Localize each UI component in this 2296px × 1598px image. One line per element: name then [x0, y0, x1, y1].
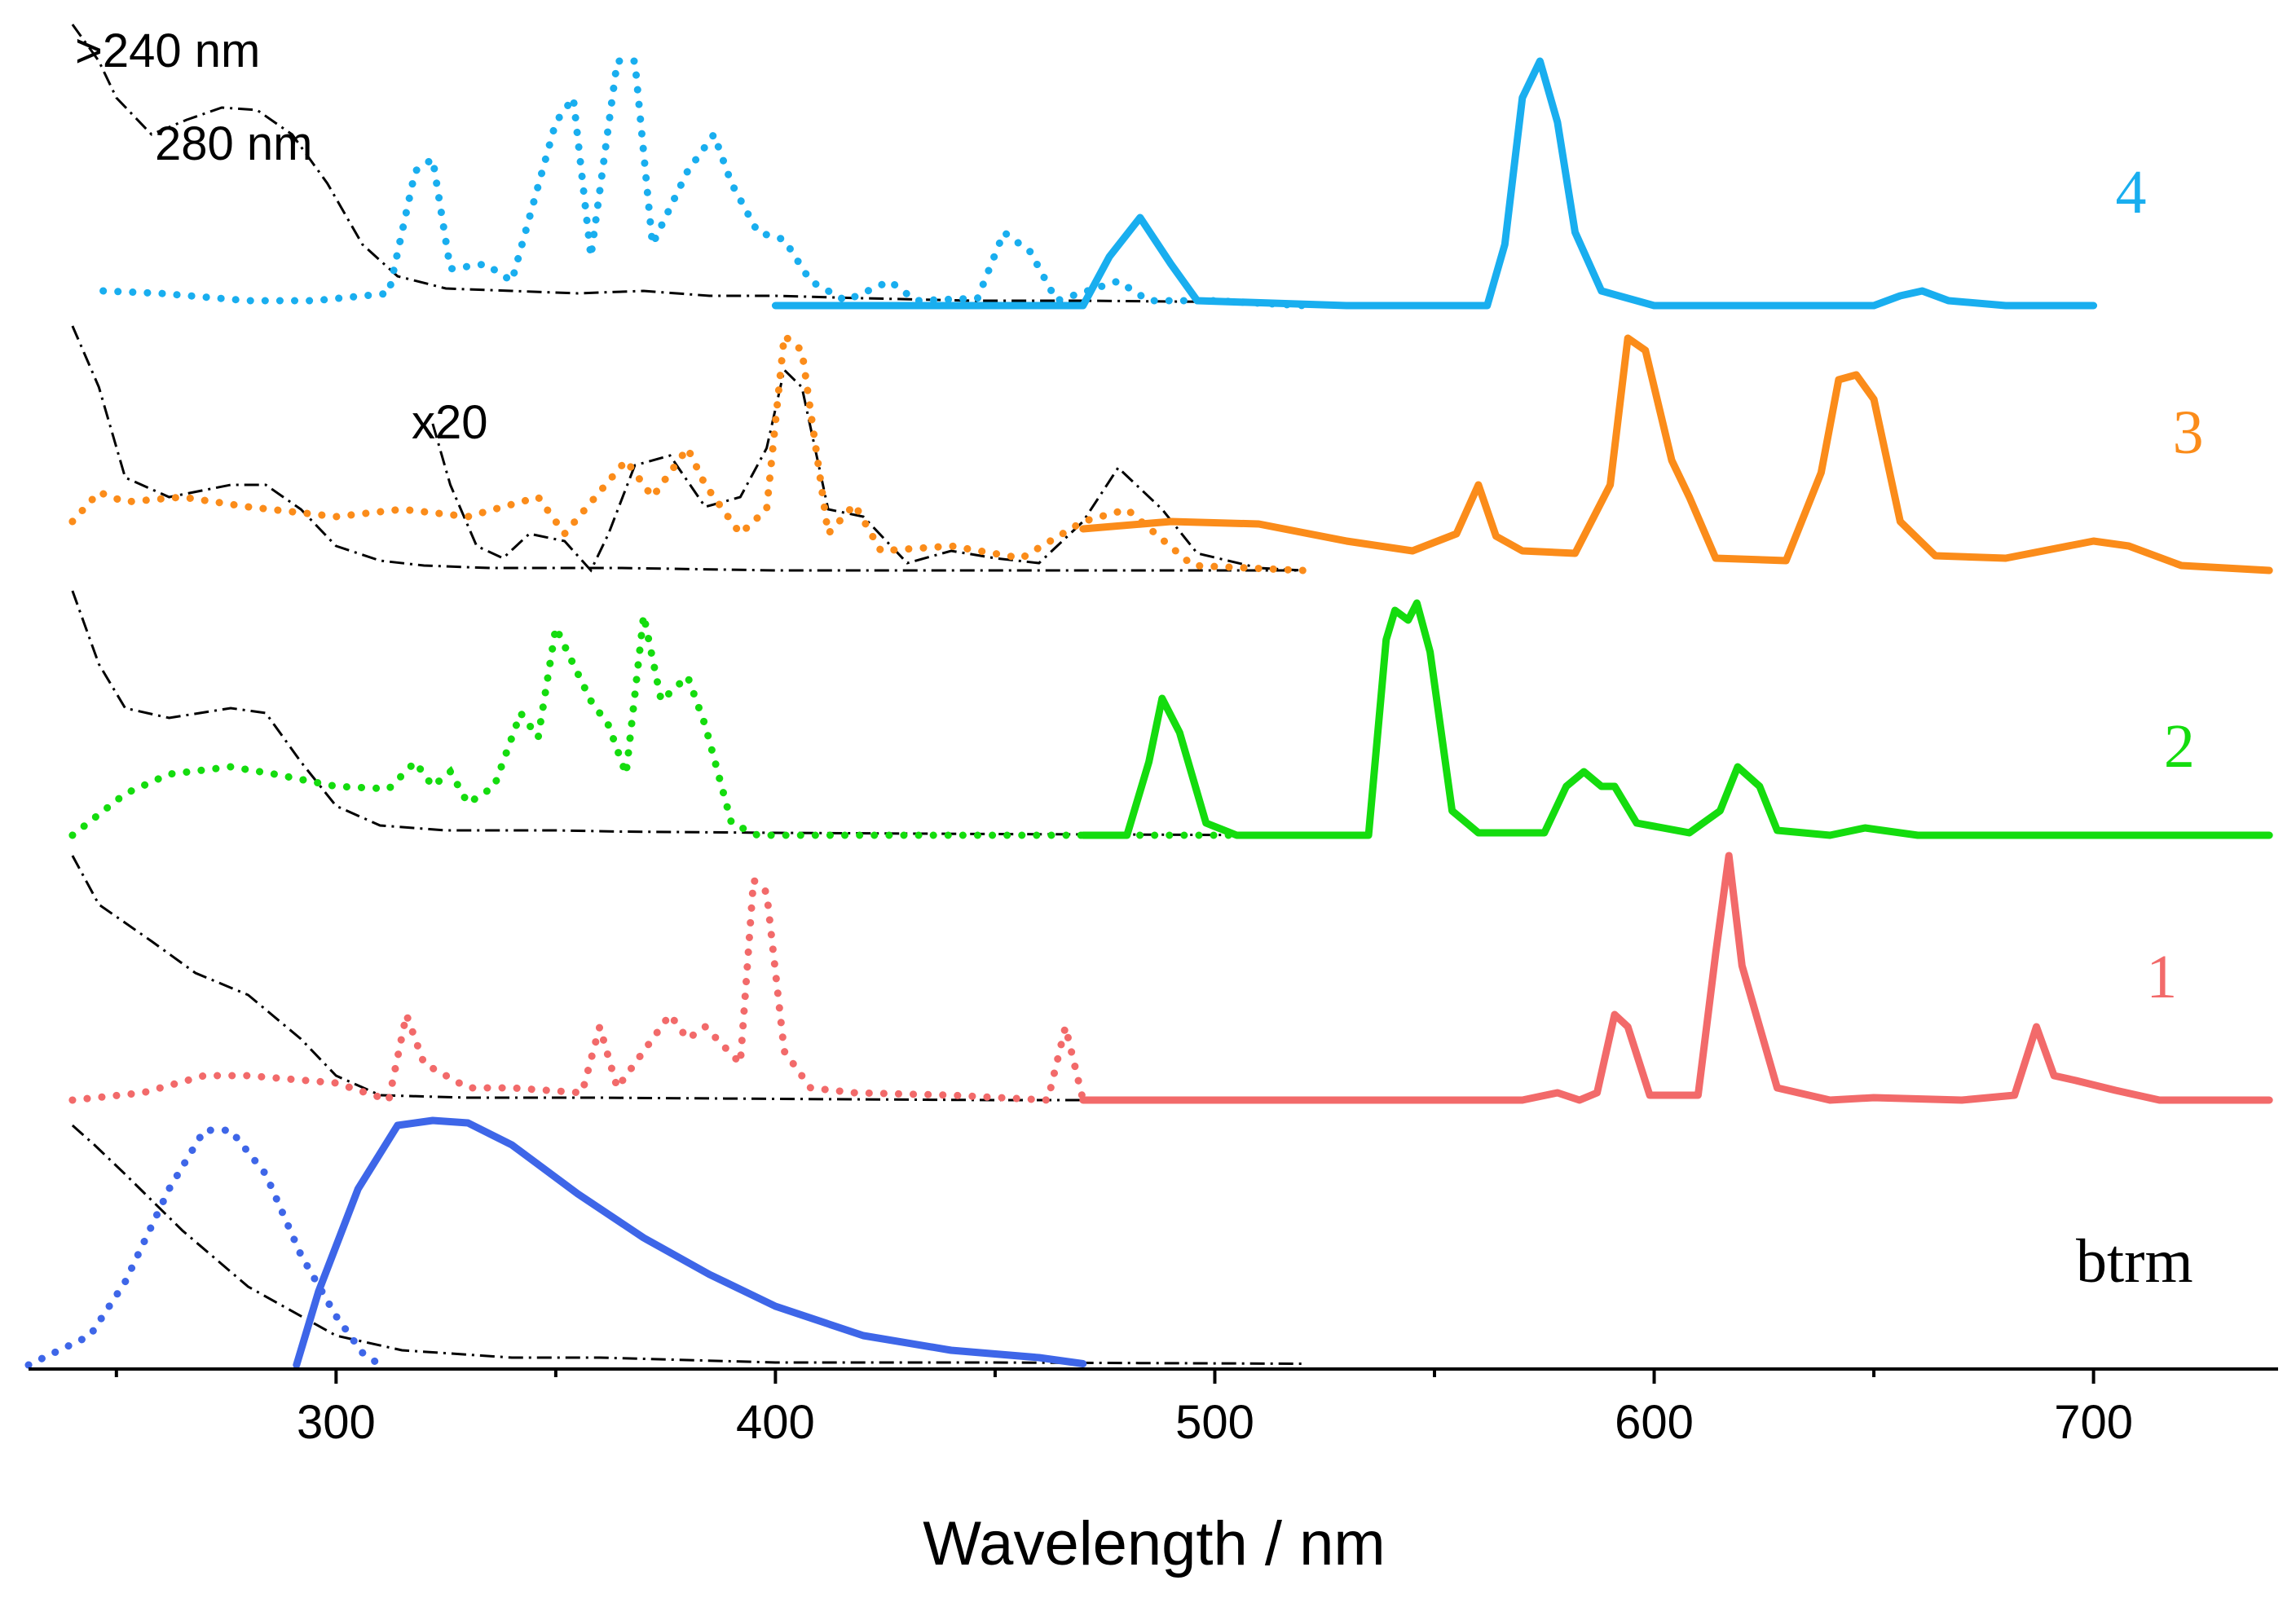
absorption-line-2	[71, 590, 1303, 837]
annotation-240nm: >240 nm	[75, 24, 260, 77]
emission-line-2	[1079, 599, 2273, 839]
x-tick-label: 500	[1175, 1396, 1254, 1449]
excitation-line-2	[68, 614, 1307, 839]
emission-line-3	[1079, 334, 2273, 574]
x-tick-label: 700	[2054, 1396, 2133, 1449]
absorption-line-1	[71, 855, 1303, 1102]
plot-area: 4 3 2 1 btrm	[24, 24, 2273, 1369]
series-1: 1	[68, 852, 2273, 1105]
series-4: 4	[71, 24, 2147, 310]
series-label-2: 2	[2164, 712, 2195, 781]
emission-line-4	[771, 57, 2098, 310]
series-2: 2	[68, 590, 2273, 839]
series-btrm: btrm	[24, 1116, 2193, 1369]
series-label-1: 1	[2146, 943, 2177, 1011]
excitation-line-4	[99, 57, 1307, 310]
x-axis-title: Wavelength / nm	[923, 1509, 1385, 1578]
series-label-3: 3	[2173, 398, 2204, 467]
series-3: 3	[68, 325, 2273, 574]
excitation-line-btrm	[24, 1126, 384, 1369]
absorption-line-btrm	[71, 1124, 1303, 1365]
x-tick-label: 400	[736, 1396, 815, 1449]
emission-line-1	[1079, 852, 2273, 1104]
absorption-line-3	[71, 325, 1303, 572]
absorption-x20-line-3	[431, 368, 1303, 573]
series-label-4: 4	[2116, 158, 2147, 227]
excitation-line-1	[68, 872, 1307, 1105]
excitation-line-3	[68, 328, 1307, 574]
emission-line-btrm	[293, 1116, 1087, 1369]
annotation-x20: x20	[412, 396, 488, 449]
series-label-btrm: btrm	[2076, 1227, 2193, 1296]
x-tick-label: 300	[297, 1396, 376, 1449]
x-axis-ticks: 300 400 500 600 700	[114, 1369, 2133, 1449]
annotation-280nm: 280 nm	[155, 117, 312, 170]
x-tick-label: 600	[1615, 1396, 1694, 1449]
